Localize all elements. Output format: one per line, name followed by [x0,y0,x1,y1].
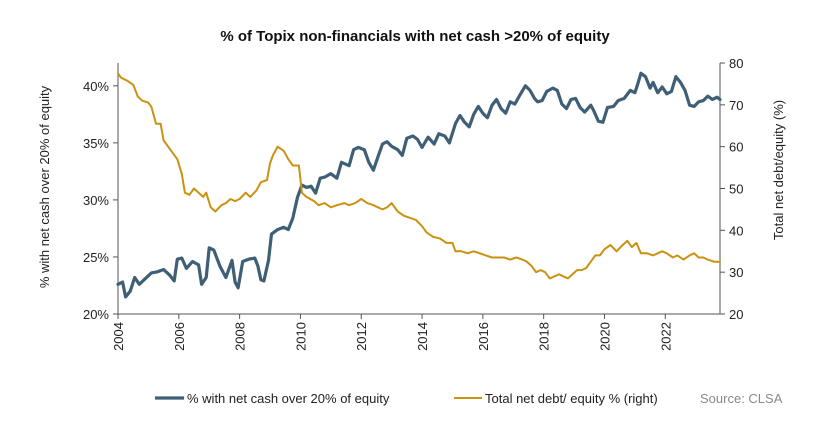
right-y-axis-label: Total net debt/equity (%) [771,100,786,240]
x-tick-label: 2012 [354,322,369,351]
x-tick-label: 2018 [537,322,552,351]
right-y-tick-label: 80 [729,56,743,71]
x-tick-label: 2004 [111,322,126,351]
x-tick-label: 2008 [233,322,248,351]
right-y-tick-label: 60 [729,140,743,155]
x-tick-label: 2016 [476,322,491,351]
right-y-tick-label: 70 [729,98,743,113]
x-tick-label: 2006 [172,322,187,351]
right-y-ticks: 20 30 40 50 60 70 80 [720,56,743,322]
left-y-tick-label: 40% [83,79,109,94]
x-tick-label: 2010 [293,322,308,351]
right-y-tick-label: 20 [729,307,743,322]
legend-label-net-debt: Total net debt/ equity % (right) [485,391,658,406]
series-net-cash-line [116,71,722,299]
legend-label-net-cash: % with net cash over 20% of equity [187,391,390,406]
chart-title: % of Topix non-financials with net cash … [220,28,610,45]
series-net-debt-line [117,72,721,280]
left-y-tick-label: 30% [83,193,109,208]
x-tick-label: 2020 [597,322,612,351]
left-y-tick-label: 35% [83,136,109,151]
x-tick-label: 2022 [658,322,673,351]
right-y-tick-label: 50 [729,182,743,197]
left-y-ticks: 20% 25% 30% 35% 40% [83,79,118,322]
left-y-axis-label: % with net cash over 20% of equity [37,85,52,288]
right-y-tick-label: 40 [729,223,743,238]
x-ticks: 2004 2006 2008 2010 2012 2014 2016 2018 2020 2022 [111,314,673,351]
left-y-tick-label: 25% [83,250,109,265]
left-y-tick-label: 20% [83,307,109,322]
right-y-tick-label: 30 [729,265,743,280]
x-tick-label: 2014 [415,322,430,351]
source-note: Source: CLSA [700,391,783,406]
